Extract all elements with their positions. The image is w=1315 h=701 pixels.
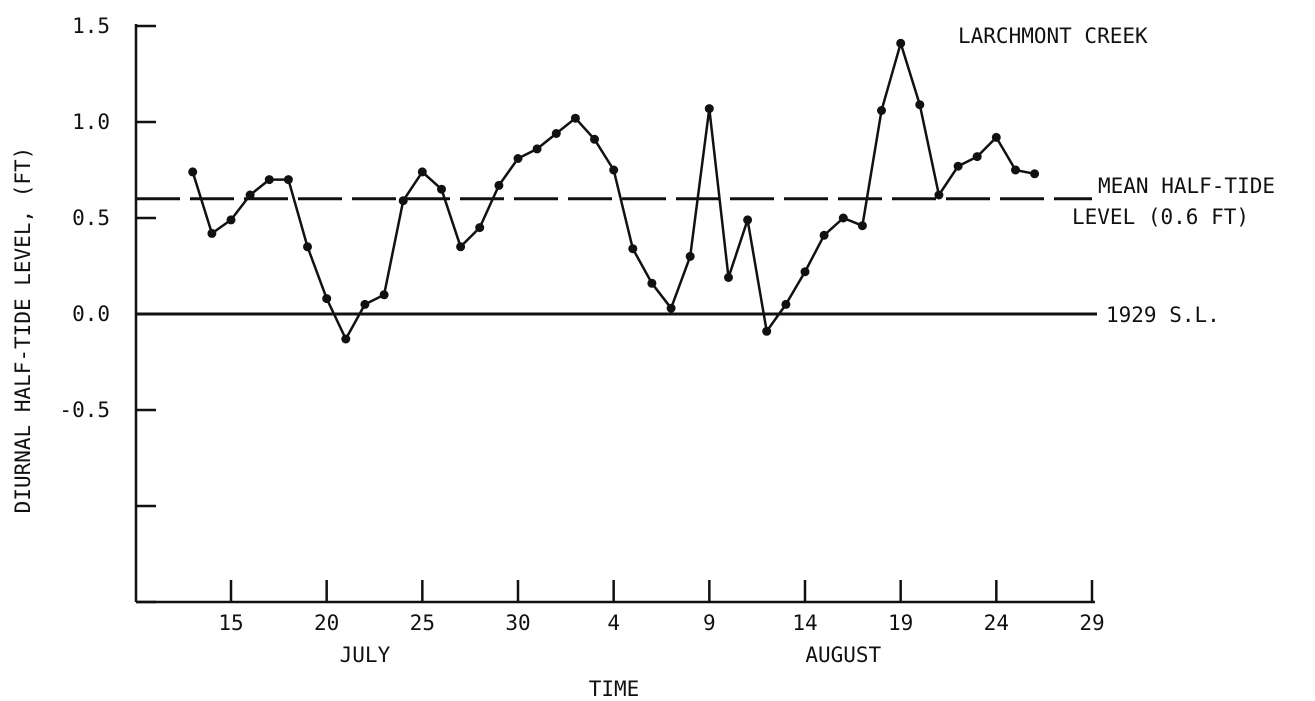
data-point [628,244,638,254]
data-point [896,38,906,48]
data-point [1030,169,1040,179]
data-point [666,303,676,313]
y-tick-label: 0.0 [72,302,110,326]
data-point [341,334,351,344]
data-point [207,228,217,238]
data-point [379,290,389,300]
data-point [819,230,829,240]
data-point [322,294,332,304]
x-tick-label: 30 [505,611,530,635]
mean-half-tide-label-line1: MEAN HALF-TIDE [1098,174,1275,198]
data-point [456,242,466,252]
month-label-august: AUGUST [805,643,881,667]
data-point [1011,165,1020,175]
x-ticks: 15 20 25 30 4 9 14 19 24 29 [218,580,1105,635]
x-axis-title: TIME [589,677,640,701]
data-point [188,167,198,177]
data-point [532,144,542,154]
x-tick-label: 24 [984,611,1009,635]
data-point [762,326,772,336]
data-point [991,132,1001,142]
reference-lines [136,197,1097,316]
data-point [590,134,599,144]
data-point [245,190,255,200]
x-tick-label: 14 [792,611,817,635]
data-point [724,273,733,282]
mean-half-tide-label-line2: LEVEL (0.6 FT) [1072,205,1249,229]
data-point [551,129,561,138]
plot-area [188,38,1040,344]
data-point [857,221,867,231]
data-point [838,213,848,223]
month-label-july: JULY [340,643,391,667]
data-point [360,299,370,309]
data-point [781,299,791,309]
sea-level-1929-label: 1929 S.L. [1106,303,1220,327]
data-point [437,184,446,194]
series-line [191,42,1035,341]
x-tick-label: 9 [703,611,716,635]
data-point [877,106,886,115]
y-tick-label: -0.5 [59,398,110,422]
data-point [398,196,408,206]
x-tick-label: 15 [218,611,243,635]
data-point [264,175,274,185]
data-point [704,104,714,114]
data-point [609,165,619,175]
chart-title: LARCHMONT CREEK [958,24,1148,48]
x-tick-label: 4 [607,611,620,635]
data-point [513,154,523,163]
data-point [915,100,925,110]
data-point [800,267,810,277]
data-point [953,161,963,171]
y-tick-label: 1.0 [72,110,110,134]
data-point [743,215,753,225]
data-point [303,242,312,252]
x-tick-label: 29 [1079,611,1104,635]
x-tick-label: 25 [410,611,435,635]
data-point [475,223,485,233]
data-point [226,215,236,225]
data-point [417,167,427,177]
data-point [934,190,944,200]
data-point [283,175,293,185]
data-point [570,113,580,123]
data-point [494,180,504,190]
data-point [972,152,982,162]
data-point [685,251,695,261]
y-tick-label: 1.5 [72,14,110,38]
y-tick-label: 0.5 [72,206,110,230]
y-ticks: 1.5 1.0 0.5 0.0 -0.5 [59,14,156,604]
x-tick-label: 20 [314,611,339,635]
data-point [647,278,657,288]
y-axis-title: DIURNAL HALF-TIDE LEVEL, (FT) [11,147,35,514]
x-tick-label: 19 [888,611,913,635]
